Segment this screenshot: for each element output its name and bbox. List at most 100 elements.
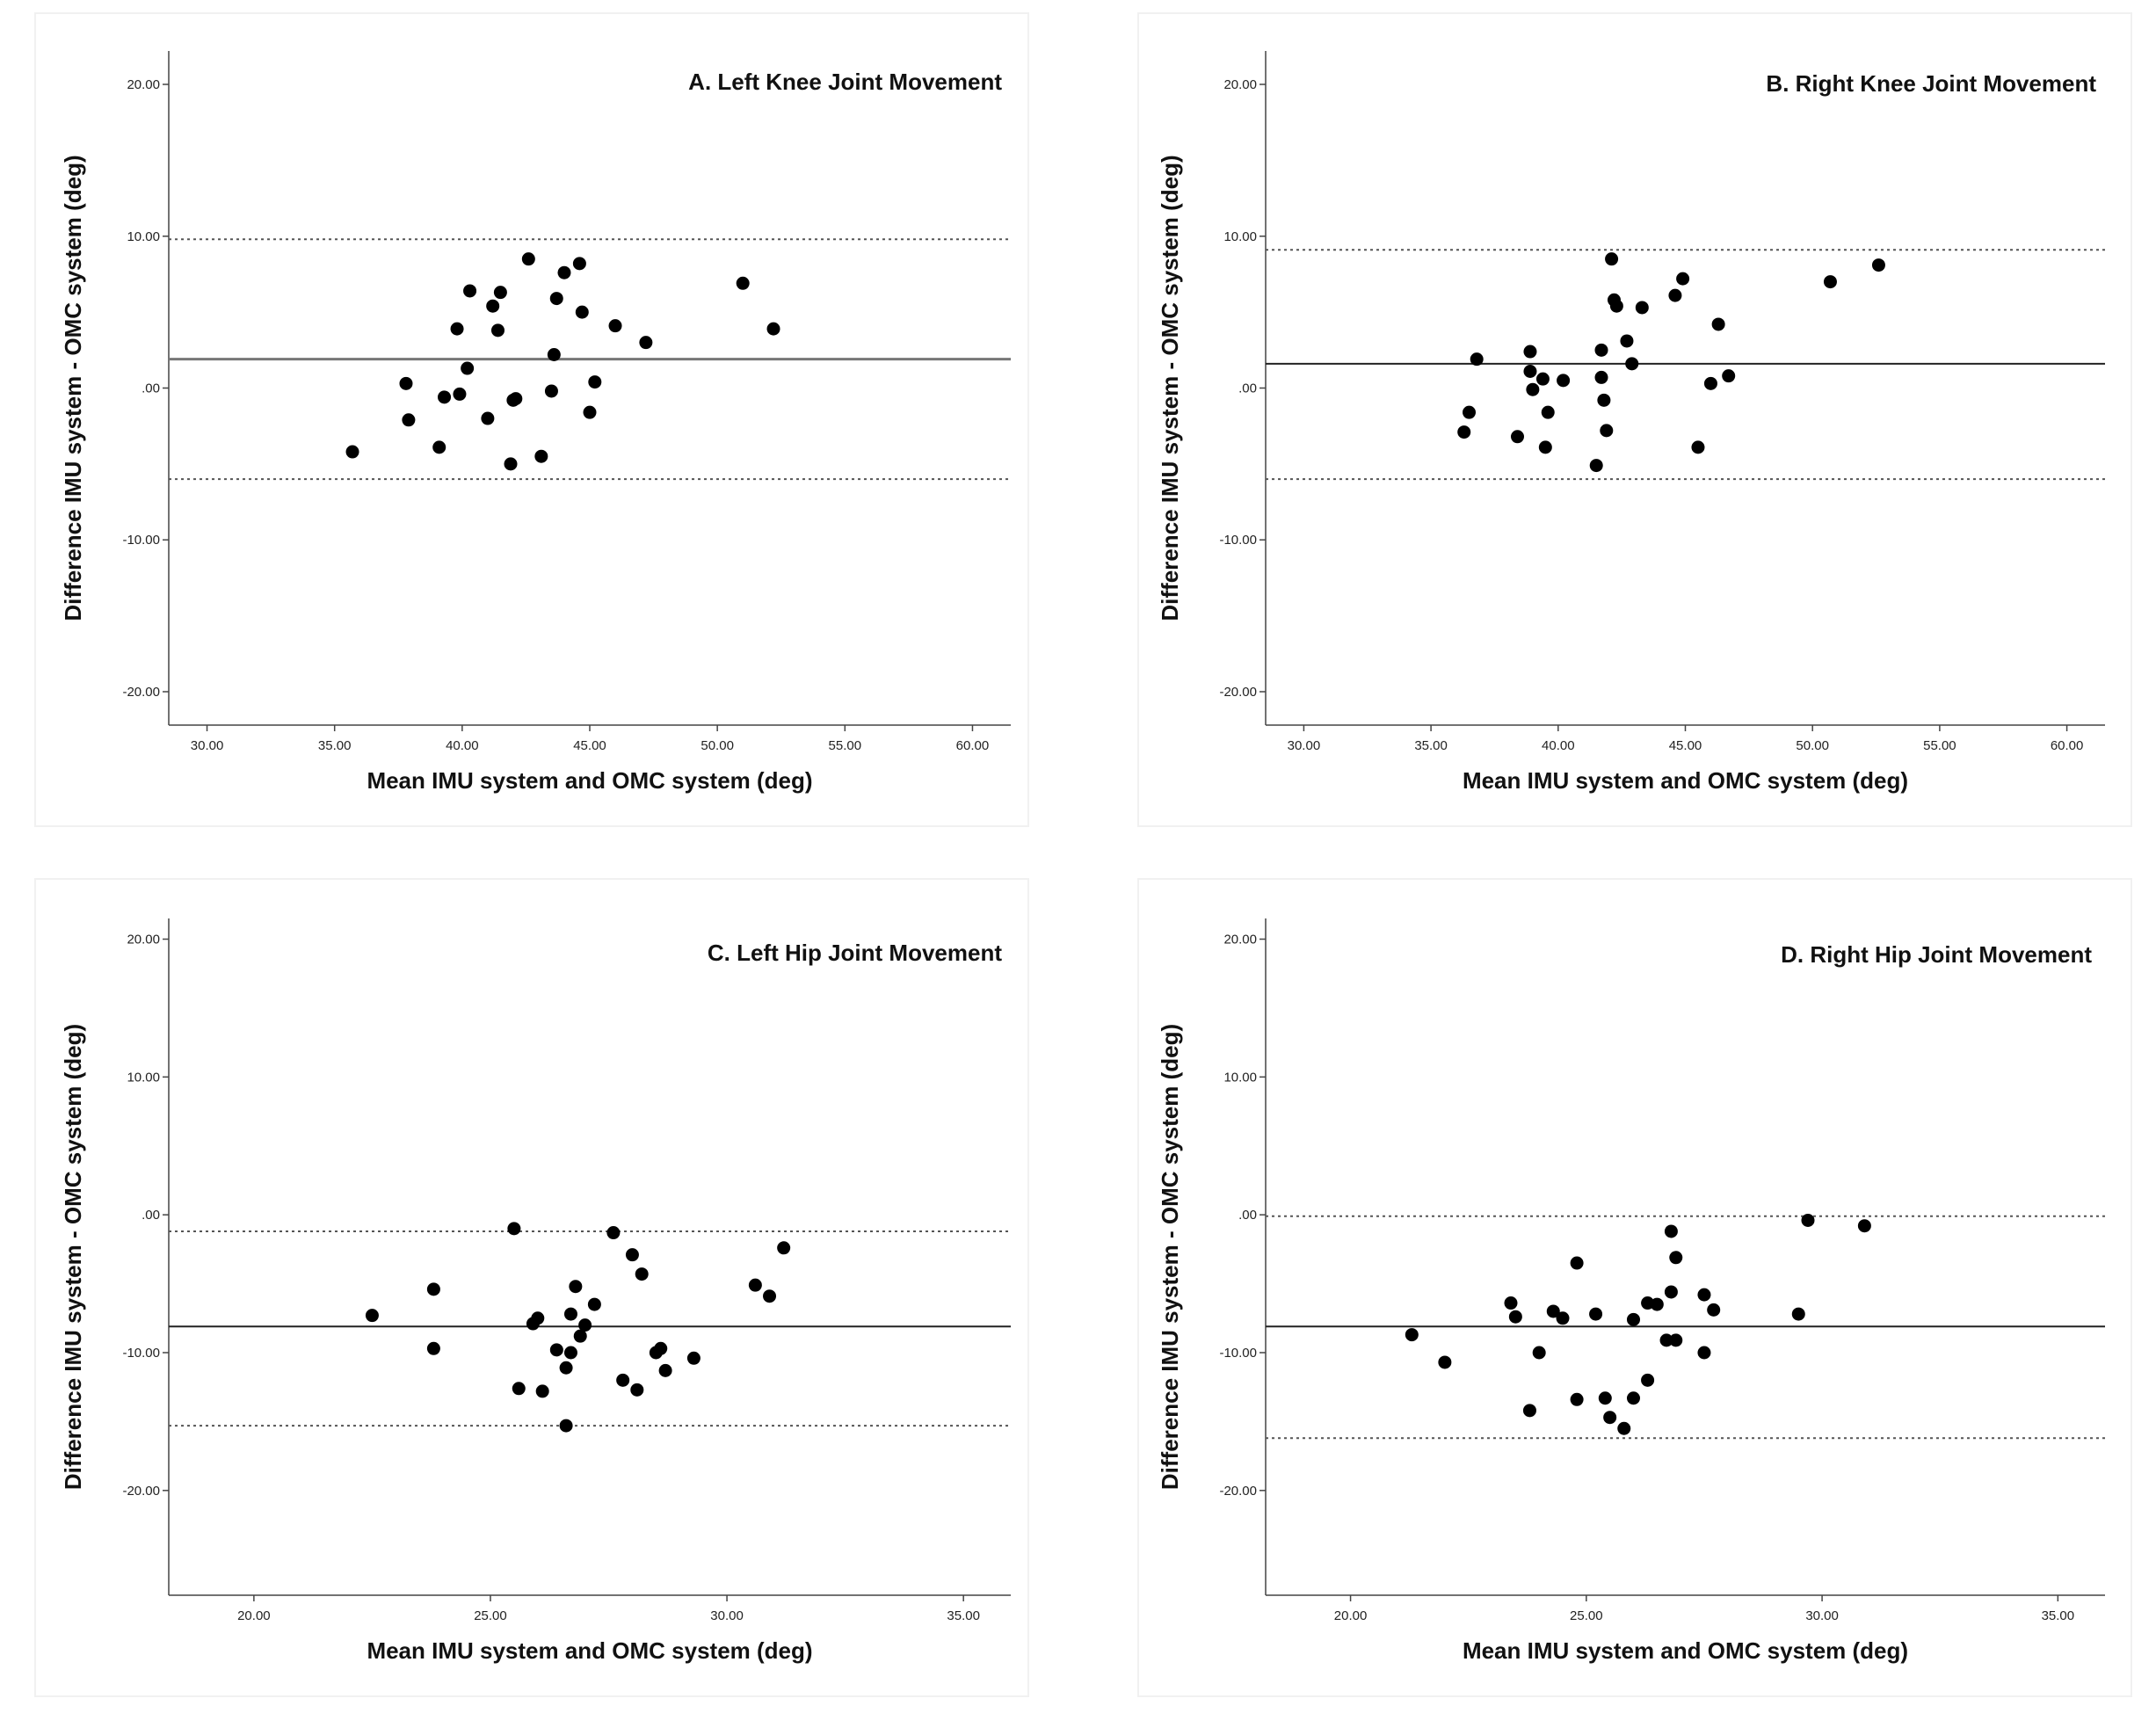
panel-b-y-tick-label: -10.00	[1219, 533, 1257, 548]
panel-c-data-point	[549, 1343, 563, 1357]
panel-c-data-point	[507, 1222, 521, 1236]
panel-c-data-point	[512, 1382, 526, 1396]
panel-a-title: A. Left Knee Joint Movement	[688, 69, 1002, 95]
panel-d-data-point	[1522, 1404, 1536, 1418]
panel-d-card	[1137, 878, 2132, 1697]
panel-b-data-point	[1703, 376, 1717, 390]
panel-c-x-tick-label: 20.00	[237, 1608, 271, 1623]
panel-b-data-point	[1470, 352, 1484, 367]
panel-a-data-point	[463, 284, 477, 298]
panel-a-data-point	[575, 305, 589, 319]
panel-d-data-point	[1508, 1310, 1522, 1324]
panel-d-data-point	[1570, 1256, 1584, 1270]
panel-d-x-tick-label: 30.00	[1805, 1608, 1839, 1623]
panel-a-data-point	[583, 405, 597, 419]
panel-b: 20.00 10.00 .00 -10.00 -20.00 30.00 35.00 40.00…	[1137, 12, 2132, 827]
panel-c-data-point	[686, 1351, 701, 1365]
panel-c-x-axis-title: Mean IMU system and OMC system (deg)	[367, 1637, 812, 1664]
panel-b-data-point	[1463, 405, 1477, 419]
panel-a-data-point	[490, 323, 505, 338]
panel-d-x-tick-label: 20.00	[1334, 1608, 1368, 1623]
panel-c-data-point	[777, 1241, 791, 1255]
panel-a-x-tick-label: 45.00	[573, 738, 606, 753]
panel-d-y-tick-label: .00	[1238, 1208, 1257, 1223]
panel-b-data-point	[1538, 440, 1552, 454]
panel-c-data-point	[578, 1318, 592, 1332]
panel-d-data-point	[1589, 1307, 1603, 1321]
panel-d-data-point	[1664, 1285, 1678, 1299]
panel-d-data-point	[1669, 1251, 1683, 1265]
panel-b-data-point	[1605, 252, 1619, 266]
panel-d-data-point	[1603, 1411, 1617, 1425]
panel-c-data-point	[365, 1309, 379, 1323]
panel-c-data-point	[573, 1329, 587, 1343]
panel-a-card	[34, 12, 1029, 827]
panel-c-card	[34, 878, 1029, 1697]
panel-d-y-tick-label: 20.00	[1223, 933, 1257, 947]
panel-d-data-point	[1669, 1333, 1683, 1347]
panel-c-data-point	[654, 1341, 668, 1355]
panel-c-y-tick-label: -10.00	[122, 1346, 160, 1361]
panel-d-data-point	[1697, 1288, 1711, 1302]
panel-d-data-point	[1598, 1391, 1612, 1405]
panel-a-data-point	[544, 384, 558, 398]
panel-b-x-tick-label: 50.00	[1796, 738, 1829, 753]
panel-c-data-point	[563, 1346, 577, 1360]
panel-c-title: C. Left Hip Joint Movement	[708, 940, 1002, 966]
panel-a-data-point	[572, 257, 586, 271]
panel-d-x-tick-label: 25.00	[1570, 1608, 1603, 1623]
panel-b-y-axis-title: Difference IMU system - OMC system (deg)	[1157, 155, 1183, 621]
panel-a-y-tick-label: .00	[142, 381, 160, 396]
panel-b-x-tick-label: 30.00	[1288, 738, 1321, 753]
panel-b-data-point	[1523, 364, 1537, 378]
panel-d-data-point	[1857, 1219, 1871, 1233]
panel-d-y-axis-title: Difference IMU system - OMC system (deg)	[1157, 1024, 1183, 1490]
panel-b-data-point	[1635, 301, 1649, 315]
panel-d-data-point	[1438, 1355, 1452, 1369]
panel-d-data-point	[1791, 1307, 1805, 1321]
panel-a-x-tick-label: 35.00	[318, 738, 352, 753]
panel-d-data-point	[1650, 1297, 1664, 1311]
panel-a: 20.00 10.00 .00 -10.00 -20.00 30.00 35.00 40.00…	[34, 12, 1029, 827]
panel-c-data-point	[559, 1361, 573, 1375]
panel-a-y-tick-label: -10.00	[122, 533, 160, 548]
panel-a-x-tick-label: 60.00	[956, 738, 990, 753]
panel-b-data-point	[1625, 357, 1639, 371]
panel-a-x-tick-label: 40.00	[446, 738, 479, 753]
panel-d-data-point	[1707, 1303, 1721, 1317]
panel-a-data-point	[549, 292, 563, 306]
panel-a-x-axis-title: Mean IMU system and OMC system (deg)	[367, 767, 812, 794]
panel-d-data-point	[1504, 1296, 1518, 1310]
panel-c-y-axis-title: Difference IMU system - OMC system (deg)	[60, 1024, 86, 1490]
panel-a-data-point	[432, 440, 446, 454]
panel-a-y-axis-title: Difference IMU system - OMC system (deg)	[60, 155, 86, 621]
panel-b-x-axis-title: Mean IMU system and OMC system (deg)	[1463, 767, 1908, 794]
panel-a-data-point	[557, 265, 571, 279]
panel-a-data-point	[345, 445, 359, 459]
panel-b-data-point	[1511, 430, 1524, 444]
panel-b-data-point	[1722, 369, 1736, 383]
panel-d-data-point	[1532, 1346, 1546, 1360]
panel-b-x-tick-label: 35.00	[1414, 738, 1448, 753]
panel-c-data-point	[658, 1363, 672, 1377]
panel-b-y-tick-label: 20.00	[1223, 77, 1257, 92]
panel-c: 20.00 10.00 .00 -10.00 -20.00 20.00 25.00 30.00…	[34, 878, 1029, 1697]
panel-a-data-point	[547, 347, 561, 361]
panel-c-data-point	[587, 1297, 601, 1311]
panel-b-data-point	[1691, 440, 1705, 454]
panel-d-data-point	[1659, 1333, 1673, 1347]
panel-a-data-point	[493, 286, 507, 300]
panel-a-data-point	[399, 376, 413, 390]
panel-b-data-point	[1600, 424, 1614, 438]
panel-b-card	[1137, 12, 2132, 827]
panel-a-data-point	[453, 387, 467, 401]
panel-c-data-point	[569, 1280, 583, 1294]
panel-d-y-tick-label: -10.00	[1219, 1346, 1257, 1361]
panel-c-data-point	[616, 1373, 630, 1387]
panel-d-data-point	[1697, 1346, 1711, 1360]
panel-b-data-point	[1597, 393, 1611, 407]
panel-d-y-tick-label: -20.00	[1219, 1484, 1257, 1499]
panel-a-data-point	[736, 276, 750, 290]
panel-b-data-point	[1457, 425, 1471, 439]
